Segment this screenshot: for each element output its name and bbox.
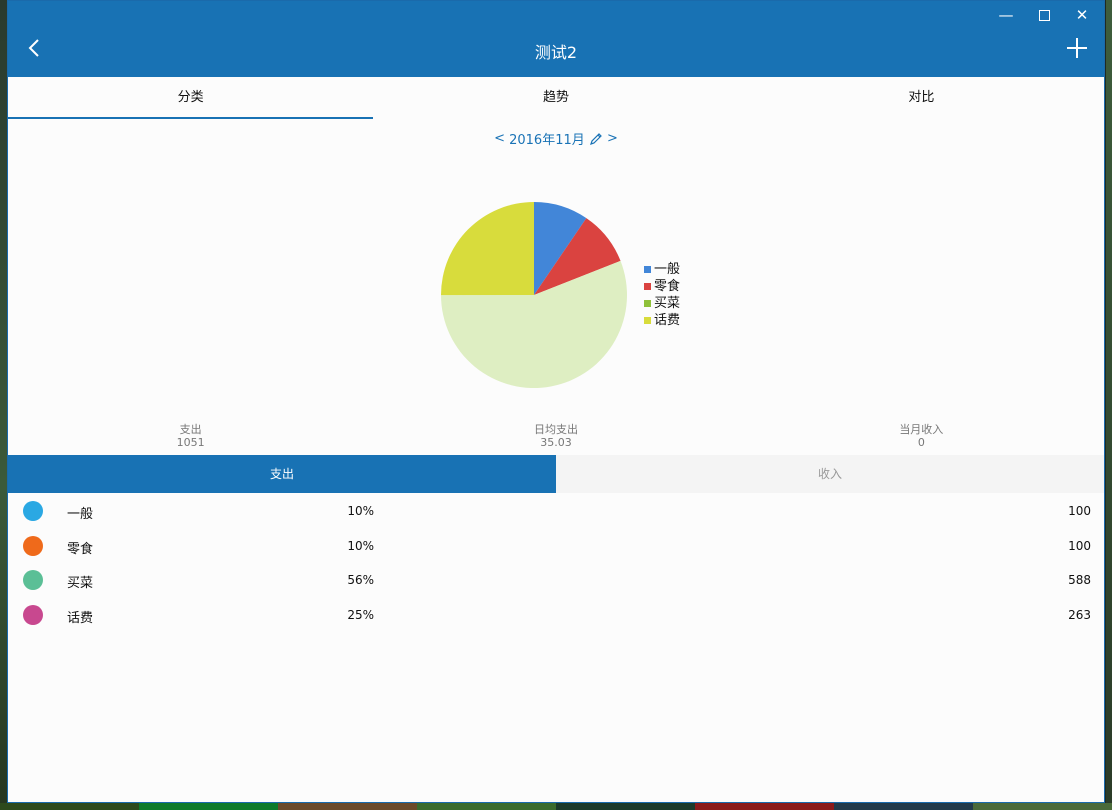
pencil-icon [589,132,602,145]
expense-income-switch: 支出 收入 [8,455,1104,493]
list-item[interactable]: 一般 10% 100 [8,494,1104,529]
stat-expense-value: 1051 [176,436,205,449]
category-pie-chart [441,202,627,388]
legend-label: 话费 [654,313,681,328]
pie-slice-3 [441,260,627,388]
expense-toggle-button[interactable]: 支出 [8,455,556,493]
view-tabs: 分类 趋势 对比 [8,77,1104,119]
tab-trend[interactable]: 趋势 [542,90,569,105]
pie-slice-4 [441,202,534,296]
plus-icon [1067,38,1087,58]
chart-legend: 一般 零食 买菜 话费 [644,261,680,329]
legend-label: 零食 [654,279,681,294]
page-title: 测试2 [534,43,578,62]
list-item[interactable]: 零食 10% 100 [8,529,1104,564]
edit-month-button[interactable] [589,131,603,146]
stat-daily-average-label: 日均支出 [533,423,578,436]
legend-swatch [644,266,651,273]
maximize-button[interactable] [1026,5,1062,25]
category-name: 一般 [67,507,94,522]
legend-item: 一般 [644,261,680,278]
snack-icon [23,535,43,556]
category-percent: 25% [347,607,374,622]
category-name: 话费 [67,610,94,626]
desktop-taskbar-strip [0,803,1112,810]
legend-label: 买菜 [654,296,681,311]
pie-icon [23,501,43,521]
legend-item: 零食 [644,278,680,295]
legend-swatch [644,283,651,290]
tab-compare[interactable]: 对比 [908,90,935,105]
stat-income: 当月收入 0 [739,423,1104,449]
prev-month-button[interactable]: < [494,131,505,146]
category-amount: 588 [1068,573,1091,587]
phone-bill-icon [23,604,43,625]
list-item[interactable]: 话费 25% 263 [8,598,1104,633]
close-button[interactable]: ✕ [1075,6,1089,24]
tab-category[interactable]: 分类 [8,77,374,119]
category-name: 零食 [67,541,94,557]
category-amount: 100 [1068,504,1091,518]
pie-slice-1 [534,202,587,295]
monthly-stats: 支出 1051 日均支出 35.03 当月收入 0 [8,423,1104,449]
legend-label: 一般 [654,262,681,277]
current-month[interactable]: 2016年11月 [509,133,585,148]
back-button[interactable] [20,33,50,63]
legend-swatch [644,300,651,307]
list-item[interactable]: 买菜 56% 588 [8,563,1104,598]
income-toggle-button[interactable]: 收入 [556,455,1104,493]
category-percent: 10% [347,538,374,553]
legend-item: 话费 [644,312,680,329]
stat-income-label: 当月收入 [899,423,944,436]
legend-item: 买菜 [644,295,680,312]
stat-income-value: 0 [917,436,925,449]
legend-swatch [644,317,651,324]
vegetable-icon [23,570,43,590]
category-amount: 100 [1068,538,1091,553]
category-percent: 10% [347,504,374,518]
pie-slice-2 [534,218,621,295]
stat-expense-label: 支出 [179,423,202,436]
app-window: — ✕ 测试2 分类 趋势 对比 < 2016年11月 > [7,0,1105,803]
category-name: 买菜 [67,576,94,591]
stat-expense: 支出 1051 [8,423,373,449]
title-bar: — ✕ 测试2 [8,1,1104,77]
desktop-background-right [1106,0,1112,810]
add-button[interactable] [1064,35,1090,61]
category-list: 一般 10% 100 零食 10% 100 买菜 56% 588 话费 25% … [8,494,1104,632]
next-month-button[interactable]: > [607,131,618,146]
chevron-left-icon [28,39,39,57]
minimize-button[interactable]: — [998,6,1014,24]
stat-daily-average: 日均支出 35.03 [373,423,738,449]
category-amount: 263 [1068,607,1091,622]
desktop-background-left [0,0,7,810]
maximize-icon [1038,10,1050,21]
category-percent: 56% [347,573,374,587]
month-navigator: < 2016年11月 > [8,129,1104,148]
stat-daily-average-value: 35.03 [540,436,572,449]
